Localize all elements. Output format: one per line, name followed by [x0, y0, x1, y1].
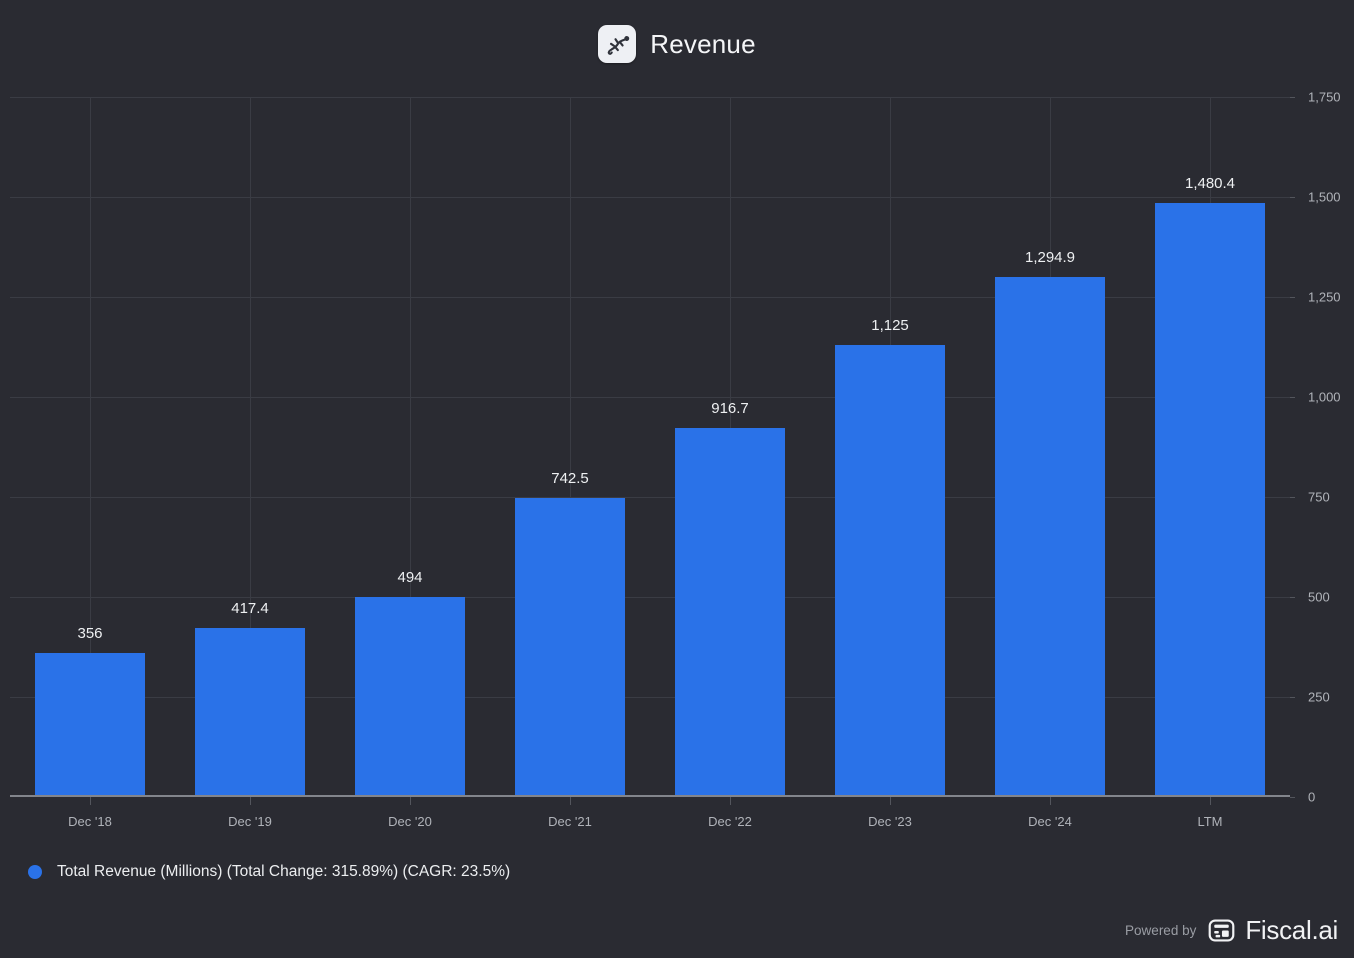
x-axis-tick	[570, 797, 571, 805]
gridline-horizontal	[10, 297, 1290, 298]
gridline-vertical	[410, 97, 411, 797]
y-axis-tick	[1290, 497, 1295, 498]
bar-value-label: 916.7	[711, 400, 749, 418]
revenue-bar[interactable]	[35, 652, 145, 795]
legend-marker-circle-icon	[28, 865, 42, 879]
brand-name: Fiscal.ai	[1245, 914, 1338, 945]
x-axis-tick	[90, 797, 91, 805]
y-axis-tick-label: 0	[1308, 789, 1316, 805]
gridline-horizontal	[10, 497, 1290, 498]
y-axis-tick	[1290, 197, 1295, 198]
x-axis-tick	[730, 797, 731, 805]
bar-value-label: 356	[77, 624, 103, 642]
y-axis-tick	[1290, 797, 1295, 798]
chart-header: Revenue	[0, 20, 1354, 68]
chart-legend[interactable]: Total Revenue (Millions) (Total Change: …	[28, 860, 510, 884]
revenue-bar[interactable]	[515, 498, 625, 795]
bar-value-label: 1,480.4	[1184, 174, 1236, 192]
bar-value-label: 1,294.9	[1024, 249, 1076, 267]
x-axis-tick-label: Dec '24	[1028, 814, 1072, 829]
company-logo	[598, 25, 637, 63]
y-axis-tick-label: 1,750	[1308, 89, 1341, 105]
gridline-vertical	[250, 97, 251, 797]
gridline-horizontal	[10, 397, 1290, 398]
y-axis-tick	[1290, 597, 1295, 598]
gridline-vertical	[570, 97, 571, 797]
y-axis-tick	[1290, 97, 1295, 98]
revenue-bar[interactable]	[195, 628, 305, 795]
y-axis-tick-label: 1,250	[1308, 289, 1341, 305]
y-axis-tick-label: 1,000	[1308, 389, 1341, 405]
bar-value-label: 742.5	[551, 470, 589, 487]
revenue-bar[interactable]	[995, 277, 1105, 795]
bar-value-label: 417.4	[231, 600, 269, 618]
bar-value-label: 494	[397, 569, 423, 587]
y-axis-tick	[1290, 297, 1295, 298]
y-axis-tick	[1290, 697, 1295, 698]
gridline-horizontal	[10, 97, 1290, 98]
y-axis-tick-label: 750	[1308, 489, 1330, 505]
gridline-horizontal	[10, 197, 1290, 198]
x-axis-line	[10, 795, 1290, 797]
y-axis-tick	[1290, 397, 1295, 398]
revenue-bar[interactable]	[835, 345, 945, 795]
x-axis-tick-label: LTM	[1197, 814, 1223, 829]
bar-value-label: 1,125	[871, 317, 909, 334]
gridline-horizontal	[10, 597, 1290, 598]
x-axis-tick-label: Dec '21	[548, 814, 592, 829]
y-axis-tick-label: 1,500	[1308, 189, 1341, 205]
y-axis-tick-label: 500	[1308, 589, 1330, 605]
fiscal-ai-grid-icon	[1208, 918, 1235, 942]
x-axis-tick-label: Dec '22	[708, 814, 752, 829]
legend-label: Total Revenue (Millions) (Total Change: …	[57, 863, 511, 880]
x-axis-tick	[1050, 797, 1051, 805]
gecko-icon	[607, 35, 629, 55]
revenue-bar[interactable]	[675, 428, 785, 795]
y-axis-tick-label: 250	[1308, 689, 1330, 705]
x-axis-tick	[410, 797, 411, 805]
powered-by-footer[interactable]: Powered by Fiscal.ai	[1125, 912, 1338, 948]
x-axis-tick-label: Dec '20	[388, 814, 432, 829]
x-axis-tick	[890, 797, 891, 805]
x-axis-tick	[1210, 797, 1211, 805]
chart-title: Revenue	[650, 28, 756, 59]
revenue-bar[interactable]	[355, 597, 465, 795]
revenue-bar[interactable]	[1155, 202, 1265, 795]
x-axis-tick-label: Dec '19	[228, 814, 272, 829]
x-axis-tick-label: Dec '18	[68, 814, 112, 829]
x-axis-tick	[250, 797, 251, 805]
gridline-horizontal	[10, 697, 1290, 698]
x-axis-tick-label: Dec '23	[868, 814, 912, 829]
powered-by-text: Powered by	[1125, 922, 1197, 938]
gridline-vertical	[90, 97, 91, 797]
